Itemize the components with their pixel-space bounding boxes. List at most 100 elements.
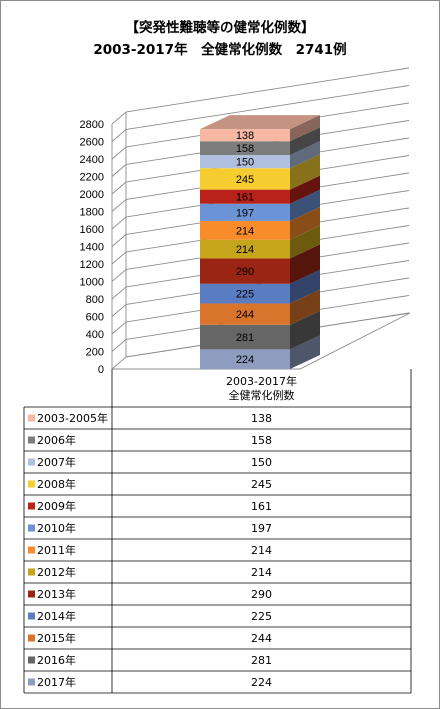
y-tick-label: 2400 bbox=[80, 154, 104, 166]
bar-segment-side bbox=[290, 310, 320, 350]
bar-segment bbox=[200, 303, 290, 325]
data-label: 161 bbox=[236, 192, 254, 204]
y-tick-label: 1200 bbox=[80, 259, 104, 271]
legend-swatch bbox=[28, 590, 35, 598]
data-label: 138 bbox=[236, 130, 254, 142]
bar-segment-side bbox=[290, 189, 320, 221]
y-tick-label: 800 bbox=[86, 294, 104, 306]
bar-segment bbox=[200, 239, 290, 259]
bar-segment-side bbox=[290, 154, 320, 190]
table-value: 158 bbox=[251, 434, 272, 447]
bar-segment bbox=[200, 129, 290, 142]
data-label: 245 bbox=[236, 174, 254, 186]
data-label: 197 bbox=[236, 207, 254, 219]
data-label: 225 bbox=[236, 289, 254, 301]
legend-swatch bbox=[28, 502, 35, 510]
bar-segment-side bbox=[290, 335, 320, 369]
y-tick-label: 2600 bbox=[80, 137, 104, 149]
legend-swatch bbox=[28, 678, 35, 686]
y-tick-label: 2800 bbox=[80, 119, 104, 131]
legend-swatch bbox=[28, 414, 35, 422]
legend-label: 2010年 bbox=[37, 521, 76, 535]
table-value: 214 bbox=[251, 544, 272, 557]
bar-segment-side bbox=[290, 225, 320, 259]
legend-label: 2008年 bbox=[37, 477, 76, 491]
legend-swatch bbox=[28, 480, 35, 488]
bar-top bbox=[200, 115, 320, 130]
bar-segment bbox=[200, 349, 290, 369]
legend-swatch bbox=[28, 546, 35, 554]
legend-swatch bbox=[28, 634, 35, 642]
bar-segment-side bbox=[290, 115, 320, 142]
legend-label: 2009年 bbox=[37, 499, 76, 513]
legend-label: 2017年 bbox=[37, 675, 76, 689]
bar-segment bbox=[200, 283, 290, 304]
data-label: 214 bbox=[236, 225, 254, 237]
y-tick-label: 1400 bbox=[80, 242, 104, 254]
legend-label: 2014年 bbox=[37, 609, 76, 623]
bar-segment bbox=[200, 258, 290, 284]
bar-segment bbox=[200, 168, 290, 190]
bar-segment-side bbox=[290, 269, 320, 304]
table-value: 138 bbox=[251, 412, 272, 425]
legend-label: 2011年 bbox=[37, 543, 76, 557]
bar-segment-side bbox=[290, 206, 320, 240]
bar-segment bbox=[200, 141, 290, 156]
data-label: 214 bbox=[236, 244, 254, 256]
table-value: 214 bbox=[251, 566, 272, 579]
table-value: 161 bbox=[251, 500, 272, 513]
bar-segment-side bbox=[290, 244, 320, 284]
y-tick-label: 2200 bbox=[80, 172, 104, 184]
bar-segment-side bbox=[290, 289, 320, 325]
chart-title: 【突発性難聴等の健常化例数】 bbox=[125, 20, 315, 36]
legend-label: 2013年 bbox=[37, 587, 76, 601]
bar-segment bbox=[200, 155, 290, 169]
legend-swatch bbox=[28, 524, 35, 532]
category-label: 2003-2017年 bbox=[226, 374, 297, 388]
y-tick-label: 2000 bbox=[80, 189, 104, 201]
legend-label: 2016年 bbox=[37, 653, 76, 667]
bar-segment-side bbox=[290, 141, 320, 169]
bar-segment bbox=[200, 324, 290, 350]
legend-swatch bbox=[28, 656, 35, 664]
bar-segment bbox=[200, 203, 290, 221]
legend-label: 2015年 bbox=[37, 631, 76, 645]
y-tick-label: 400 bbox=[86, 329, 104, 341]
bar-segment bbox=[200, 189, 290, 204]
legend-swatch bbox=[28, 458, 35, 466]
table-value: 225 bbox=[251, 610, 272, 623]
legend-swatch bbox=[28, 568, 35, 576]
y-tick-label: 1000 bbox=[80, 277, 104, 289]
table-value: 150 bbox=[251, 456, 272, 469]
table-value: 224 bbox=[251, 676, 272, 689]
y-tick-label: 1800 bbox=[80, 207, 104, 219]
table-value: 281 bbox=[251, 654, 272, 667]
table-value: 197 bbox=[251, 522, 272, 535]
data-label: 290 bbox=[236, 266, 254, 278]
legend-label: 2003-2005年 bbox=[37, 411, 108, 425]
bar-segment-side bbox=[290, 127, 320, 156]
table-value: 244 bbox=[251, 632, 272, 645]
y-tick-label: 1600 bbox=[80, 224, 104, 236]
data-label: 281 bbox=[236, 332, 254, 344]
bar-segment-side bbox=[290, 175, 320, 204]
floor-edge bbox=[112, 312, 411, 370]
legend-label: 2012年 bbox=[37, 565, 76, 579]
chart-subtitle: 2003-2017年 全健常化例数 2741例 bbox=[93, 42, 347, 58]
data-label: 150 bbox=[236, 157, 254, 169]
category-label: 全健常化例数 bbox=[229, 388, 295, 402]
legend-label: 2006年 bbox=[37, 433, 76, 447]
y-tick-label: 600 bbox=[86, 312, 104, 324]
legend-swatch bbox=[28, 436, 35, 444]
bar-segment bbox=[200, 220, 290, 240]
table-value: 290 bbox=[251, 588, 272, 601]
data-label: 224 bbox=[236, 354, 254, 366]
y-tick-label: 0 bbox=[98, 364, 104, 376]
table-value: 245 bbox=[251, 478, 272, 491]
legend-swatch bbox=[28, 612, 35, 620]
y-tick-label: 200 bbox=[86, 347, 104, 359]
data-label: 158 bbox=[236, 143, 254, 155]
